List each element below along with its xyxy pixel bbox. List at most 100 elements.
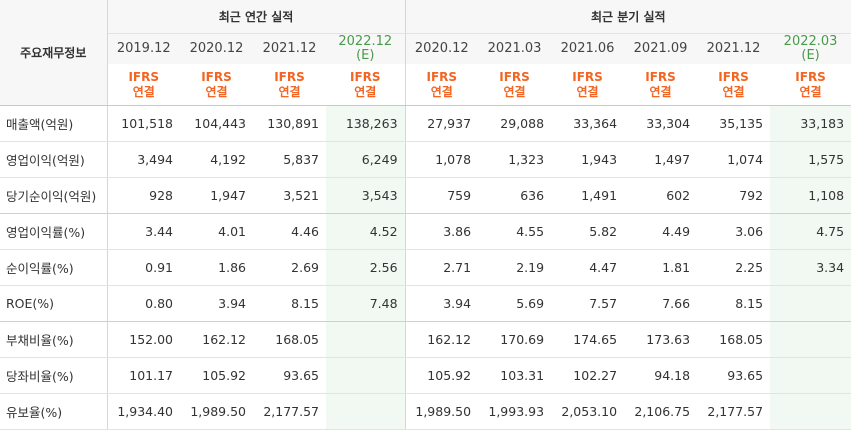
table-cell: 105.92 — [180, 357, 253, 394]
period-label: 2020.12 — [414, 41, 469, 56]
row-label: 부채비율(%) — [0, 321, 108, 358]
ifrs-badge: IFRS 연결 — [405, 64, 479, 106]
table-cell — [326, 321, 406, 358]
table-cell: 7.48 — [326, 285, 406, 322]
table-cell: 1,497 — [624, 141, 698, 178]
consolidated-label: 연결 — [722, 84, 745, 99]
table-cell: 168.05 — [253, 321, 326, 358]
table-cell: 1,934.40 — [107, 393, 180, 430]
table-cell: 162.12 — [405, 321, 479, 358]
table-cell: 2,177.57 — [697, 393, 771, 430]
table-cell — [326, 393, 406, 430]
period-header: 2020.12 — [180, 33, 253, 64]
period-label: 2021.06 — [560, 41, 615, 56]
consolidated-label: 연결 — [576, 84, 599, 99]
table-cell: 102.27 — [551, 357, 625, 394]
table-cell: 602 — [624, 177, 698, 214]
table-cell: 1,078 — [405, 141, 479, 178]
ifrs-label: IFRS — [718, 69, 749, 84]
table-cell: 33,364 — [551, 105, 625, 142]
row-label: 영업이익(억원) — [0, 141, 108, 178]
table-cell: 3,494 — [107, 141, 180, 178]
ifrs-badge: IFRS 연결 — [697, 64, 771, 106]
row-label: 매출액(억원) — [0, 105, 108, 142]
consolidated-label: 연결 — [132, 84, 155, 99]
table-cell: 1,993.93 — [478, 393, 552, 430]
ifrs-label: IFRS — [274, 69, 305, 84]
table-cell: 3.94 — [180, 285, 253, 322]
ifrs-badge: IFRS 연결 — [326, 64, 406, 106]
table-row: 당기순이익(억원) 928 1,947 3,521 3,543 759 636 1,491 60… — [0, 177, 851, 214]
ifrs-badge: IFRS 연결 — [180, 64, 253, 106]
period-label: 2021.12 — [262, 41, 317, 56]
table-cell: 792 — [697, 177, 771, 214]
table-cell: 3.34 — [770, 249, 851, 286]
table-cell: 2.19 — [478, 249, 552, 286]
table-cell: 4.46 — [253, 213, 326, 250]
ifrs-label: IFRS — [572, 69, 603, 84]
table-cell: 27,937 — [405, 105, 479, 142]
consolidated-label: 연결 — [649, 84, 672, 99]
table-cell: 0.91 — [107, 249, 180, 286]
table-row: 영업이익(억원) 3,494 4,192 5,837 6,249 1,078 1,323 1,… — [0, 141, 851, 178]
period-header: 2019.12 — [107, 33, 180, 64]
table-cell: 138,263 — [326, 105, 406, 142]
table-cell: 152.00 — [107, 321, 180, 358]
corner-label: 주요재무정보 — [0, 0, 108, 106]
annual-group-header: 최근 연간 실적 — [107, 0, 406, 34]
ifrs-badge: IFRS 연결 — [253, 64, 326, 106]
table-row: 매출액(억원) 101,518 104,443 130,891 138,263 27,93… — [0, 105, 851, 142]
table-cell: 2.71 — [405, 249, 479, 286]
table-cell: 2,177.57 — [253, 393, 326, 430]
table-cell: 4.47 — [551, 249, 625, 286]
row-label: 영업이익률(%) — [0, 213, 108, 250]
table-cell: 2.56 — [326, 249, 406, 286]
table-cell: 8.15 — [697, 285, 771, 322]
table-cell: 4.01 — [180, 213, 253, 250]
table-cell: 1,989.50 — [405, 393, 479, 430]
table-cell: 1.86 — [180, 249, 253, 286]
table-row: ROE(%) 0.80 3.94 8.15 7.48 3.94 5.69 7.57 7.66 8.… — [0, 285, 851, 322]
table-cell: 173.63 — [624, 321, 698, 358]
table-cell: 3.94 — [405, 285, 479, 322]
period-header: 2021.12 — [253, 33, 326, 64]
period-header: 2022.12 (E) — [326, 33, 406, 64]
ifrs-label: IFRS — [645, 69, 676, 84]
ifrs-label: IFRS — [426, 69, 458, 84]
table-cell: 93.65 — [253, 357, 326, 394]
consolidated-label: 연결 — [799, 84, 822, 99]
table-cell: 4.55 — [478, 213, 552, 250]
table-cell: 1,943 — [551, 141, 625, 178]
table-row: 유보율(%) 1,934.40 1,989.50 2,177.57 1,989.50 1,… — [0, 393, 851, 430]
table-cell: 636 — [478, 177, 552, 214]
table-cell: 1.81 — [624, 249, 698, 286]
period-label: 2022.12 — [338, 34, 393, 49]
table-cell: 3,543 — [326, 177, 406, 214]
table-cell: 928 — [107, 177, 180, 214]
table-cell: 4.52 — [326, 213, 406, 250]
table-cell: 33,183 — [770, 105, 851, 142]
table-cell: 6,249 — [326, 141, 406, 178]
table-row: 부채비율(%) 152.00 162.12 168.05 162.12 170.69 174… — [0, 321, 851, 358]
table-cell: 4.49 — [624, 213, 698, 250]
period-label: 2021.03 — [487, 41, 542, 56]
estimate-marker: (E) — [356, 48, 375, 63]
table-cell: 101,518 — [107, 105, 180, 142]
table-cell: 7.57 — [551, 285, 625, 322]
table-cell: 2,106.75 — [624, 393, 698, 430]
period-header: 2022.03 (E) — [770, 33, 851, 64]
ifrs-badge: IFRS 연결 — [770, 64, 851, 106]
ifrs-label: IFRS — [499, 69, 530, 84]
table-cell: 4.75 — [770, 213, 851, 250]
table-cell: 1,575 — [770, 141, 851, 178]
table-cell: 7.66 — [624, 285, 698, 322]
ifrs-label: IFRS — [795, 69, 826, 84]
table-cell: 5,837 — [253, 141, 326, 178]
period-header: 2021.09 — [624, 33, 698, 64]
row-label: 순이익률(%) — [0, 249, 108, 286]
table-cell: 33,304 — [624, 105, 698, 142]
table-cell: 170.69 — [478, 321, 552, 358]
table-cell: 5.69 — [478, 285, 552, 322]
row-label: 유보율(%) — [0, 393, 108, 430]
table-cell: 1,989.50 — [180, 393, 253, 430]
